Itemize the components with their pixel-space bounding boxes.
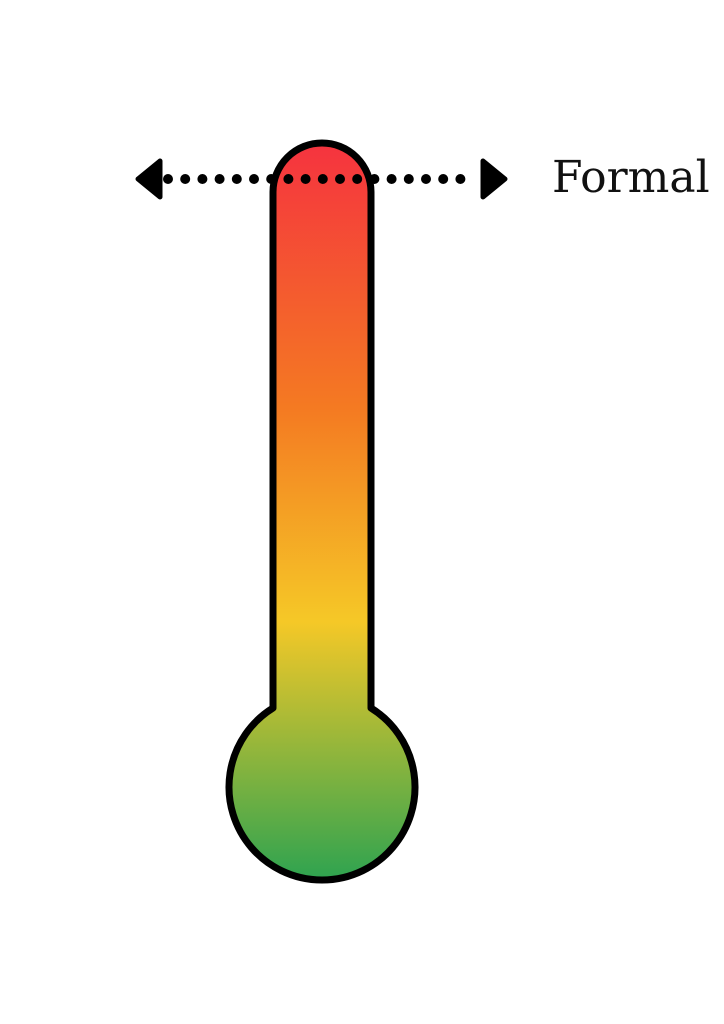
arrow-dot (335, 174, 345, 184)
arrow-dot (403, 174, 414, 184)
arrow-dot (300, 174, 311, 184)
arrow-dot (214, 174, 225, 184)
arrow-dot (386, 174, 397, 184)
arrow-dot (283, 174, 294, 184)
double-headed-dotted-arrow (135, 158, 508, 200)
arrow-dot (266, 174, 277, 184)
arrowhead-right (480, 158, 508, 200)
thermometer (225, 139, 419, 884)
arrow-dot (438, 174, 449, 184)
arrow-dot (369, 174, 380, 184)
arrow-dot (455, 174, 466, 184)
arrow-dot (180, 174, 191, 184)
arrow-dot (197, 174, 208, 184)
formal-label: Formal (552, 152, 710, 203)
arrow-dot (421, 174, 431, 184)
arrow-dot (352, 174, 363, 184)
arrow-dot (163, 174, 173, 184)
arrowhead-left (135, 158, 163, 200)
arrow-dot (317, 174, 328, 184)
arrow-dot (249, 174, 259, 184)
arrow-dot (231, 174, 242, 184)
